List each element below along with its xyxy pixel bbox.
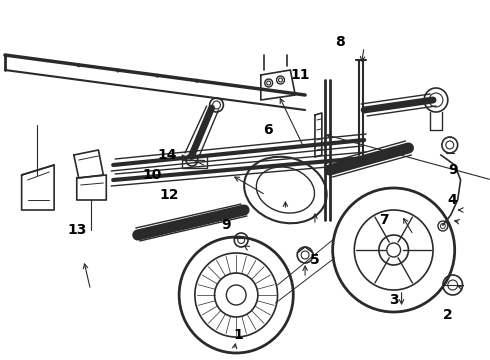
Text: 6: 6 (263, 123, 272, 137)
Text: 1: 1 (233, 328, 243, 342)
Text: 9: 9 (221, 218, 231, 232)
Text: 5: 5 (310, 253, 320, 267)
Text: 9: 9 (448, 163, 458, 177)
Text: 10: 10 (143, 168, 162, 182)
Text: 11: 11 (291, 68, 310, 82)
Text: 3: 3 (389, 293, 398, 307)
Text: 4: 4 (448, 193, 458, 207)
Text: 14: 14 (158, 148, 177, 162)
Text: 2: 2 (443, 308, 453, 322)
Text: 13: 13 (67, 223, 86, 237)
Text: 12: 12 (160, 188, 179, 202)
Text: 8: 8 (335, 35, 344, 49)
Text: 7: 7 (379, 213, 389, 227)
